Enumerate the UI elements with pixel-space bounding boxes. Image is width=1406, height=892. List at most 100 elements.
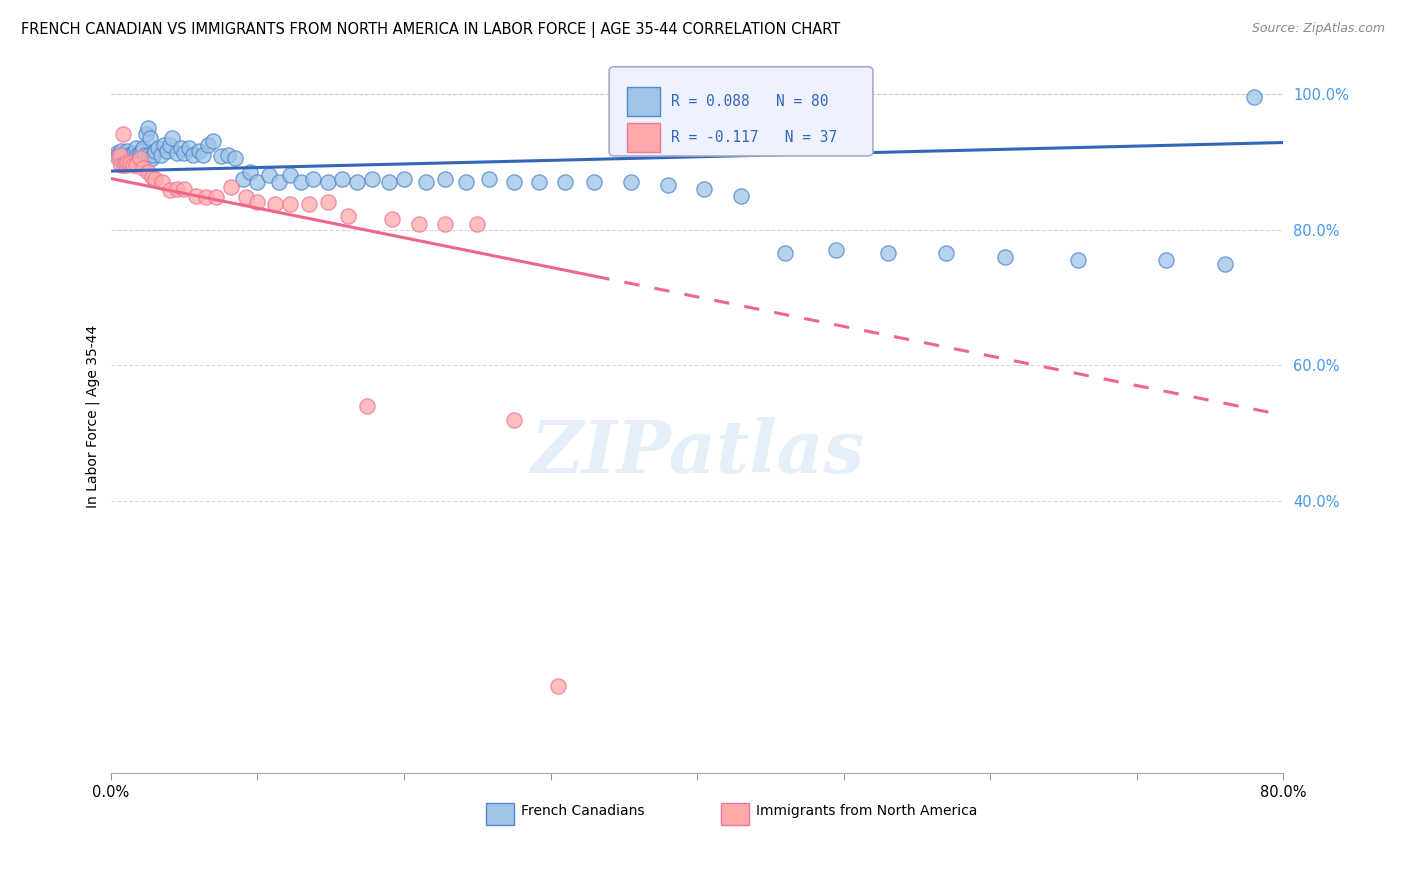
Point <box>173 182 195 196</box>
Point <box>143 145 166 159</box>
Point <box>278 196 301 211</box>
Point <box>209 149 232 163</box>
Text: R = -0.117   N = 37: R = -0.117 N = 37 <box>671 130 838 145</box>
Point <box>434 217 457 231</box>
Point <box>110 145 132 159</box>
Point <box>166 182 188 196</box>
Bar <box>627 87 659 116</box>
Point <box>224 151 246 165</box>
Point <box>356 399 378 413</box>
Point <box>181 148 204 162</box>
Point <box>150 175 173 189</box>
Point <box>112 151 135 165</box>
Point <box>197 137 219 152</box>
Point <box>302 171 325 186</box>
Point <box>111 128 134 142</box>
Point <box>195 190 218 204</box>
Point <box>503 175 526 189</box>
Point <box>138 148 160 162</box>
Point <box>257 168 280 182</box>
Point <box>173 146 195 161</box>
Point <box>127 148 149 162</box>
Point <box>547 679 569 693</box>
Text: Immigrants from North America: Immigrants from North America <box>755 805 977 818</box>
Point <box>132 161 155 176</box>
Point <box>239 165 262 179</box>
Point <box>110 158 132 172</box>
Point <box>141 169 163 184</box>
Point <box>107 148 129 162</box>
Point <box>478 171 501 186</box>
Point <box>269 175 291 189</box>
Point <box>232 171 254 186</box>
Point <box>108 151 131 165</box>
Point <box>825 243 848 257</box>
Point <box>217 148 239 162</box>
Point <box>122 151 145 165</box>
Point <box>730 188 752 202</box>
Point <box>408 217 430 231</box>
Bar <box>720 803 748 825</box>
Point <box>316 195 339 210</box>
Point <box>264 196 287 211</box>
Point <box>134 148 156 162</box>
Point <box>202 134 225 148</box>
Point <box>527 175 550 189</box>
Text: R = 0.088   N = 80: R = 0.088 N = 80 <box>671 94 828 109</box>
Point <box>136 165 159 179</box>
Point <box>135 128 157 142</box>
Point <box>115 145 138 159</box>
Point <box>117 151 139 165</box>
Point <box>146 141 169 155</box>
Point <box>583 175 606 189</box>
Point <box>1067 253 1090 268</box>
Text: French Canadians: French Canadians <box>522 805 645 818</box>
Point <box>108 148 131 162</box>
Point <box>115 154 138 169</box>
Point <box>128 151 150 165</box>
Text: Source: ZipAtlas.com: Source: ZipAtlas.com <box>1251 22 1385 36</box>
Point <box>170 141 193 155</box>
Point <box>657 178 679 193</box>
Point <box>620 175 643 189</box>
Point <box>143 171 166 186</box>
Bar <box>486 803 515 825</box>
Point <box>235 190 257 204</box>
Point <box>118 156 141 170</box>
Point <box>434 171 457 186</box>
Point <box>994 250 1017 264</box>
Point <box>124 146 146 161</box>
Point <box>132 141 155 155</box>
Point <box>773 246 796 260</box>
Point <box>107 151 129 165</box>
Point <box>278 168 301 182</box>
Point <box>693 182 716 196</box>
Point <box>111 148 134 162</box>
Point <box>415 175 437 189</box>
Point <box>118 148 141 162</box>
Point <box>131 145 153 159</box>
Point <box>337 209 360 223</box>
Point <box>378 175 401 189</box>
Point <box>141 151 163 165</box>
Point <box>177 141 200 155</box>
Point <box>392 171 415 186</box>
Point <box>129 151 152 165</box>
Point <box>125 141 148 155</box>
Point <box>246 175 269 189</box>
Point <box>142 148 165 162</box>
Point <box>139 130 162 145</box>
Point <box>381 212 404 227</box>
Point <box>454 175 477 189</box>
Text: ZIPatlas: ZIPatlas <box>530 417 865 488</box>
Point <box>935 246 957 260</box>
Point <box>346 175 368 189</box>
Point <box>193 148 215 162</box>
Point <box>187 145 209 159</box>
Point <box>129 146 152 161</box>
Point <box>1243 90 1265 104</box>
Text: FRENCH CANADIAN VS IMMIGRANTS FROM NORTH AMERICA IN LABOR FORCE | AGE 35-44 CORR: FRENCH CANADIAN VS IMMIGRANTS FROM NORTH… <box>21 22 841 38</box>
Point <box>298 196 321 211</box>
Point <box>125 158 148 172</box>
Point <box>112 158 135 172</box>
